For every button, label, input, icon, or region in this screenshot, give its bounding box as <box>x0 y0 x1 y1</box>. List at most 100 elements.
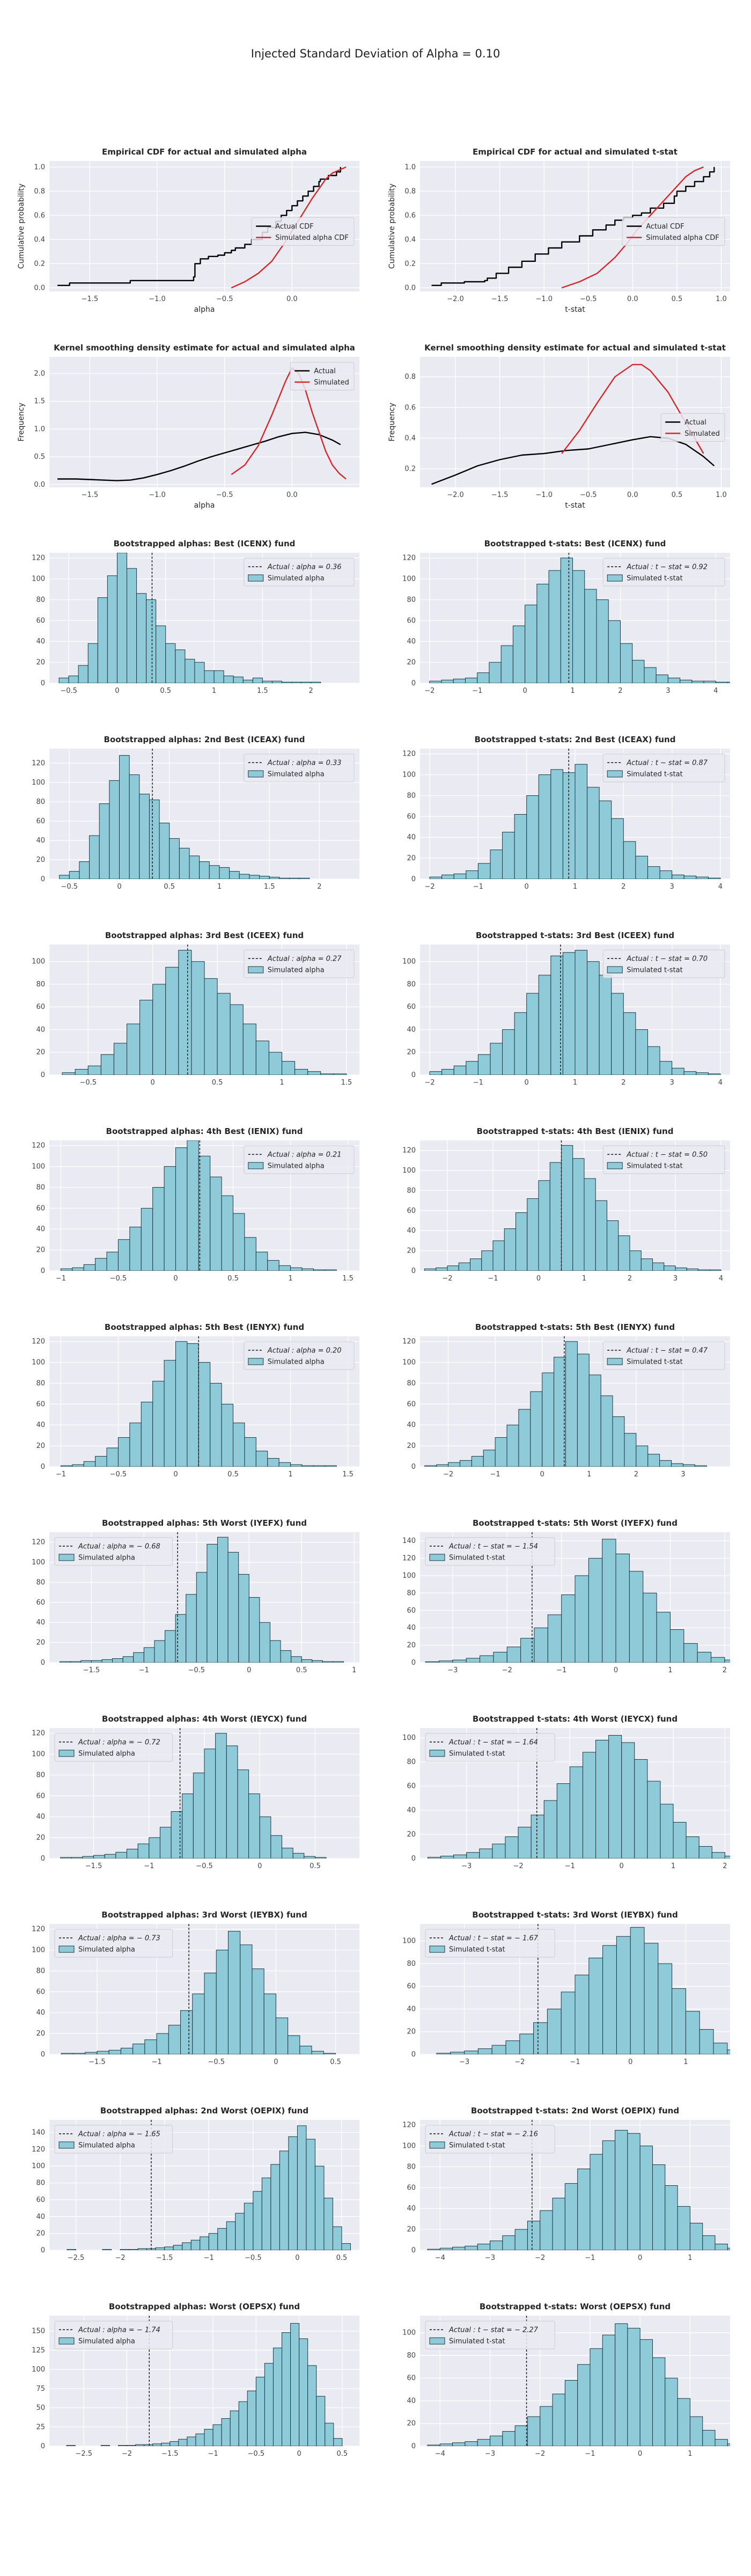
histogram-bar <box>341 2243 351 2250</box>
histogram-bar <box>239 874 250 879</box>
x-tick-label: −2 <box>122 2450 132 2458</box>
histogram-bar <box>727 2248 730 2250</box>
x-tick-label: −2.0 <box>447 491 464 499</box>
histogram-bar <box>526 795 539 879</box>
histogram-bar <box>458 1262 470 1271</box>
x-tick-label: 0 <box>614 1666 618 1674</box>
x-tick-label: 0 <box>540 1470 544 1479</box>
chart-title: Bootstrapped alphas: 4th Worst (IEYCX) f… <box>102 1714 307 1724</box>
histogram-bar <box>538 975 551 1075</box>
histogram-bar <box>242 679 253 683</box>
x-tick-label: 1 <box>288 1275 292 1283</box>
x-tick-label: −1.5 <box>82 491 99 499</box>
chart-panel: 0.0 0.2 0.4 0.6 0.8 1.0 −1.5 −1.0 −0.5 0.0 Empiric… <box>17 147 359 314</box>
legend-label: Simulated alpha CDF <box>275 234 349 242</box>
x-tick-label: 0.0 <box>627 295 638 303</box>
chart-title: Empirical CDF for actual and simulated t… <box>473 147 678 157</box>
histogram-bar <box>294 1069 308 1075</box>
y-tick-label: 50 <box>36 2404 45 2412</box>
histogram-bar <box>323 2198 333 2250</box>
chart-panel: 0 25 50 75 100 125 150 −2.5 −2 −1.5 −1 −0.5 0 0.5 Boot… <box>32 2302 359 2458</box>
histogram-bar <box>612 1416 625 1467</box>
chart-title: Bootstrapped t-stats: 4th Worst (IEYCX) … <box>473 1714 678 1724</box>
histogram-bar <box>165 967 179 1075</box>
histogram-bar <box>540 2210 553 2250</box>
histogram-bar <box>325 1465 337 1467</box>
legend-label: Actual : t − stat = 0.70 <box>626 955 708 963</box>
y-tick-label: 40 <box>407 1026 416 1034</box>
x-tick-label: 0.5 <box>337 2450 348 2458</box>
histogram-bar <box>95 1456 107 1467</box>
x-tick-label: −0.5 <box>216 295 233 303</box>
y-tick-label: 60 <box>407 1003 416 1011</box>
y-tick-label: 60 <box>36 617 45 625</box>
histogram-bar <box>208 2233 218 2250</box>
legend-patch-swatch <box>58 2337 75 2345</box>
legend-label: Actual : t − stat = − 1.64 <box>448 1739 538 1747</box>
x-tick-label: 3 <box>681 1470 685 1479</box>
chart-title: Bootstrapped alphas: 2nd Best (ICEAX) fu… <box>104 735 305 744</box>
legend-patch-swatch <box>429 1750 445 1757</box>
x-tick-label: 0 <box>117 883 121 891</box>
histogram-bar <box>182 1793 194 1858</box>
y-tick-label: 80 <box>36 596 45 604</box>
legend-box <box>425 1537 555 1566</box>
legend-label: Simulated alpha CDF <box>646 234 719 242</box>
x-tick-label: 1.0 <box>716 491 727 499</box>
y-tick-label: 0.0 <box>34 284 45 292</box>
y-tick-label: 20 <box>36 1246 45 1254</box>
legend-label: Simulated t-stat <box>627 1162 683 1170</box>
plot-marks <box>62 945 347 1075</box>
histogram-bar <box>139 794 150 879</box>
histogram-bar <box>259 1622 270 1663</box>
histogram-bar <box>69 871 80 879</box>
histogram-bar <box>639 2339 653 2446</box>
histogram-bar <box>424 1268 437 1271</box>
histogram-bar <box>68 675 79 683</box>
histogram-bar <box>226 2221 236 2250</box>
histogram-bar <box>270 2164 280 2250</box>
histogram-bar <box>275 2017 289 2054</box>
histogram-bar <box>602 2140 616 2250</box>
histogram-bar <box>83 1461 96 1467</box>
histogram-bar <box>247 2390 256 2446</box>
histogram-bar <box>217 1536 229 1663</box>
x-tick-label: 2 <box>309 687 313 695</box>
histogram-bar <box>465 2441 478 2446</box>
series-line <box>57 431 341 481</box>
histogram-bar <box>242 1023 256 1075</box>
histogram-bar <box>60 1268 73 1271</box>
legend-label: Simulated t-stat <box>627 1358 683 1366</box>
legend: Actual : t − stat = 0.47 Simulated t-stat <box>602 1341 725 1370</box>
y-tick-label: 60 <box>36 1599 45 1607</box>
x-tick-label: 2 <box>723 1666 727 1674</box>
histogram-bar <box>506 1424 519 1467</box>
histogram-bar <box>492 1843 506 1858</box>
legend: Actual Simulated <box>660 413 725 442</box>
histogram-bar <box>129 2249 138 2250</box>
x-tick-label: −2 <box>502 1666 512 1674</box>
x-tick-label: 0 <box>297 2450 301 2458</box>
y-tick-label: 0 <box>411 1463 416 1471</box>
y-tick-label: 20 <box>407 1049 416 1057</box>
legend-patch-swatch <box>248 966 264 974</box>
histogram-bar <box>301 682 312 683</box>
histogram-bar <box>543 1800 557 1858</box>
chart-panel: 0 20 40 60 80 100 −3 −2 −1 0 1 Bootstrapped t-stats… <box>402 1910 730 2066</box>
y-tick-label: 20 <box>36 856 45 864</box>
legend-label: Actual : t − stat = 0.87 <box>626 759 708 767</box>
chart-title: Bootstrapped alphas: Best (ICENX) fund <box>114 539 296 548</box>
histogram-bar <box>495 1437 507 1467</box>
legend-box <box>602 949 725 978</box>
y-axis-label: Frequency <box>17 402 26 441</box>
histogram-bar <box>599 800 612 879</box>
legend-label: Simulated t-stat <box>449 2142 505 2150</box>
histogram-bar <box>79 861 90 879</box>
histogram-bar <box>466 870 478 879</box>
histogram-bar <box>306 2139 315 2250</box>
y-tick-label: 0 <box>41 679 45 687</box>
histogram-bar <box>323 2053 336 2054</box>
x-tick-label: −1 <box>585 2450 595 2458</box>
y-tick-label: 80 <box>36 2179 45 2187</box>
legend-label: Actual : t − stat = − 2.16 <box>448 2131 538 2139</box>
